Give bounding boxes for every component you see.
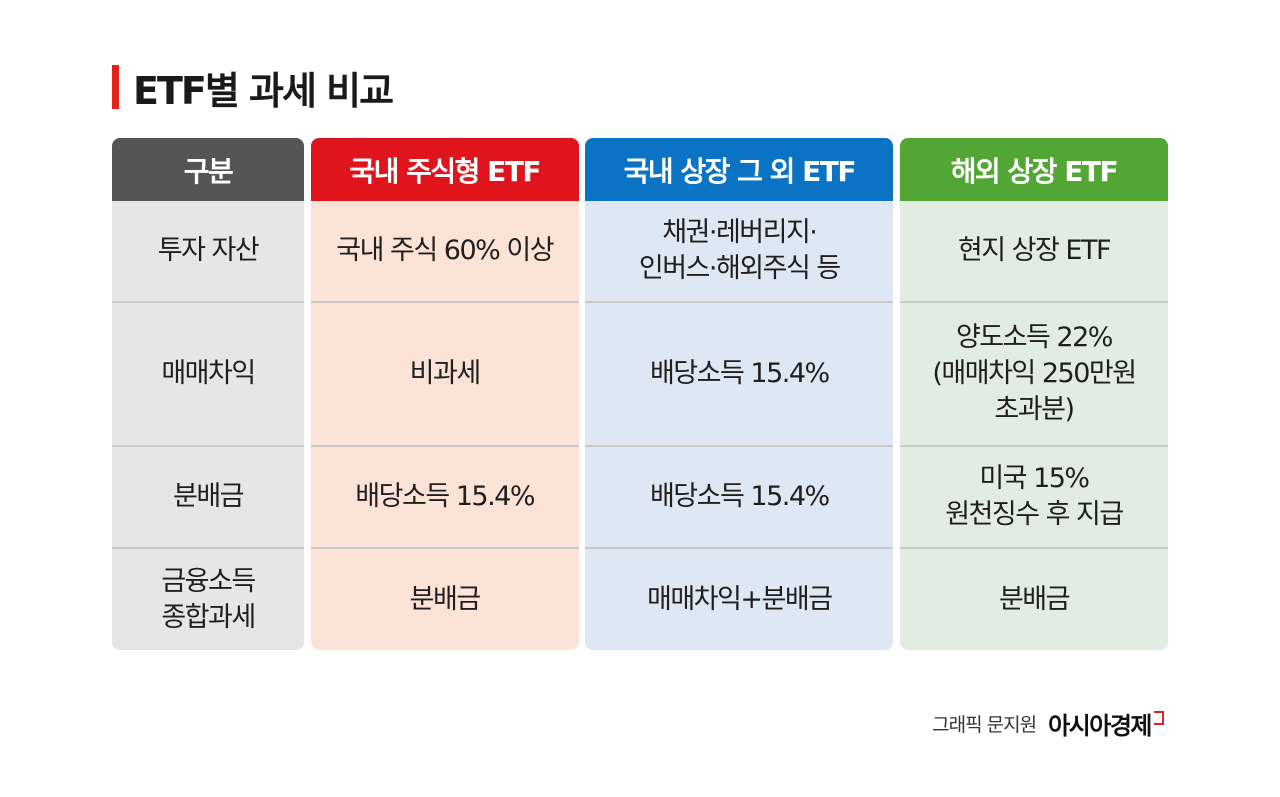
cell-overseas-asset: 현지 상장 ETF <box>957 235 1112 267</box>
row-divider <box>585 445 894 448</box>
row-divider <box>585 301 894 304</box>
cell-category-capital-gain: 매매차익 <box>161 358 256 390</box>
row-divider <box>112 301 304 304</box>
page-title: ETF별 과세 비교 <box>112 62 394 113</box>
cell-category-comprehensive-tax: 금융소득 종합과세 <box>161 565 256 633</box>
cell-domestic-other-comprehensive-tax: 매매차익+분배금 <box>647 583 833 615</box>
column-domestic-equity-etf: 국내 주식형 ETF 국내 주식 60% 이상 비과세 배당소득 15.4% 분… <box>310 138 579 650</box>
cell-category-asset: 투자 자산 <box>157 235 260 267</box>
column-overseas-etf: 해외 상장 ETF 현지 상장 ETF 양도소득 22% (매매차익 250만원… <box>899 138 1168 650</box>
header-overseas-etf: 해외 상장 ETF <box>899 138 1168 202</box>
cell-category-distribution: 분배금 <box>172 481 245 513</box>
column-category: 구분 투자 자산 매매차익 분배금 금융소득 종합과세 <box>112 138 304 650</box>
comparison-table: 구분 투자 자산 매매차익 분배금 금융소득 종합과세 국내 주식형 ETF 국… <box>112 138 1168 650</box>
header-domestic-equity-etf: 국내 주식형 ETF <box>310 138 579 202</box>
cell-domestic-equity-comprehensive-tax: 분배금 <box>409 583 482 615</box>
title-text: ETF별 과세 비교 <box>133 68 394 113</box>
header-category: 구분 <box>112 138 304 202</box>
column-domestic-other-etf: 국내 상장 그 외 ETF 채권·레버리지· 인버스·해외주식 등 배당소득 1… <box>585 138 894 650</box>
row-divider <box>112 547 304 550</box>
credit-author: 그래픽 문지원 <box>932 714 1037 736</box>
row-divider <box>899 547 1168 550</box>
cell-overseas-capital-gain: 양도소득 22% (매매차익 250만원 초과분) <box>932 322 1137 426</box>
graphic-credit: 그래픽 문지원 아시아경제 <box>932 706 1164 741</box>
cell-domestic-other-asset: 채권·레버리지· 인버스·해외주식 등 <box>638 217 841 285</box>
header-domestic-other-etf: 국내 상장 그 외 ETF <box>585 138 894 202</box>
cell-overseas-distribution: 미국 15% 원천징수 후 지급 <box>945 463 1124 531</box>
publisher-logo: 아시아경제 <box>1048 712 1152 740</box>
cell-domestic-other-capital-gain: 배당소득 15.4% <box>649 358 830 390</box>
row-divider <box>310 547 579 550</box>
row-divider <box>585 547 894 550</box>
row-divider <box>310 445 579 448</box>
cell-domestic-equity-distribution: 배당소득 15.4% <box>355 481 535 513</box>
cell-domestic-equity-asset: 국내 주식 60% 이상 <box>336 235 554 267</box>
row-divider <box>899 301 1168 304</box>
title-accent-bar <box>112 65 119 109</box>
cell-domestic-other-distribution: 배당소득 15.4% <box>649 481 830 513</box>
cell-domestic-equity-capital-gain: 비과세 <box>409 358 482 390</box>
cell-overseas-comprehensive-tax: 분배금 <box>998 583 1071 615</box>
row-divider <box>310 301 579 304</box>
logo-mark-icon <box>1154 710 1164 725</box>
row-divider <box>899 445 1168 448</box>
row-divider <box>112 445 304 448</box>
